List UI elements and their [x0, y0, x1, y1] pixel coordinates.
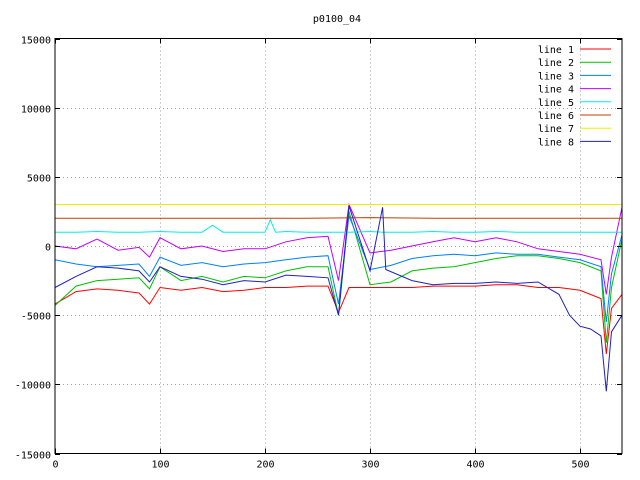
x-tick-label: 100 — [151, 460, 169, 471]
x-tick-label: 0 — [52, 460, 58, 471]
legend-label: line 2 — [538, 58, 574, 69]
axis-ticks: 0 100 200 300 400 500 -15000 -10000 -5000 0 5000 10… — [15, 36, 622, 471]
grid — [55, 38, 622, 454]
legend: line 1 line 2 line 3 line 4 line 5 line 6 line… — [538, 45, 611, 148]
y-tick-label: 15000 — [21, 36, 51, 47]
legend-label: line 5 — [538, 98, 574, 109]
legend-label: line 8 — [538, 137, 574, 148]
legend-label: line 3 — [538, 71, 574, 82]
series-line-1 — [54, 284, 623, 354]
series-line-6 — [55, 217, 622, 219]
y-tick-label: -5000 — [21, 312, 51, 323]
legend-label: line 6 — [538, 111, 574, 122]
legend-label: line 4 — [538, 85, 574, 96]
x-tick-label: 300 — [361, 460, 379, 471]
x-tick-label: 200 — [256, 460, 274, 471]
y-tick-label: 10000 — [21, 105, 51, 116]
legend-label: line 7 — [538, 124, 574, 135]
series-lines — [54, 202, 623, 392]
y-tick-label: -10000 — [15, 381, 51, 392]
series-line-8 — [54, 205, 623, 392]
x-tick-label: 400 — [466, 460, 484, 471]
series-line-4 — [54, 202, 623, 295]
y-tick-label: 5000 — [27, 174, 51, 185]
x-tick-label: 500 — [571, 460, 589, 471]
legend-label: line 1 — [538, 45, 574, 56]
series-line-3 — [54, 215, 623, 323]
series-line-5 — [55, 218, 622, 233]
y-tick-label: 0 — [45, 243, 51, 254]
chart-title: p0100_04 — [313, 14, 361, 25]
y-tick-label: -15000 — [15, 451, 51, 462]
